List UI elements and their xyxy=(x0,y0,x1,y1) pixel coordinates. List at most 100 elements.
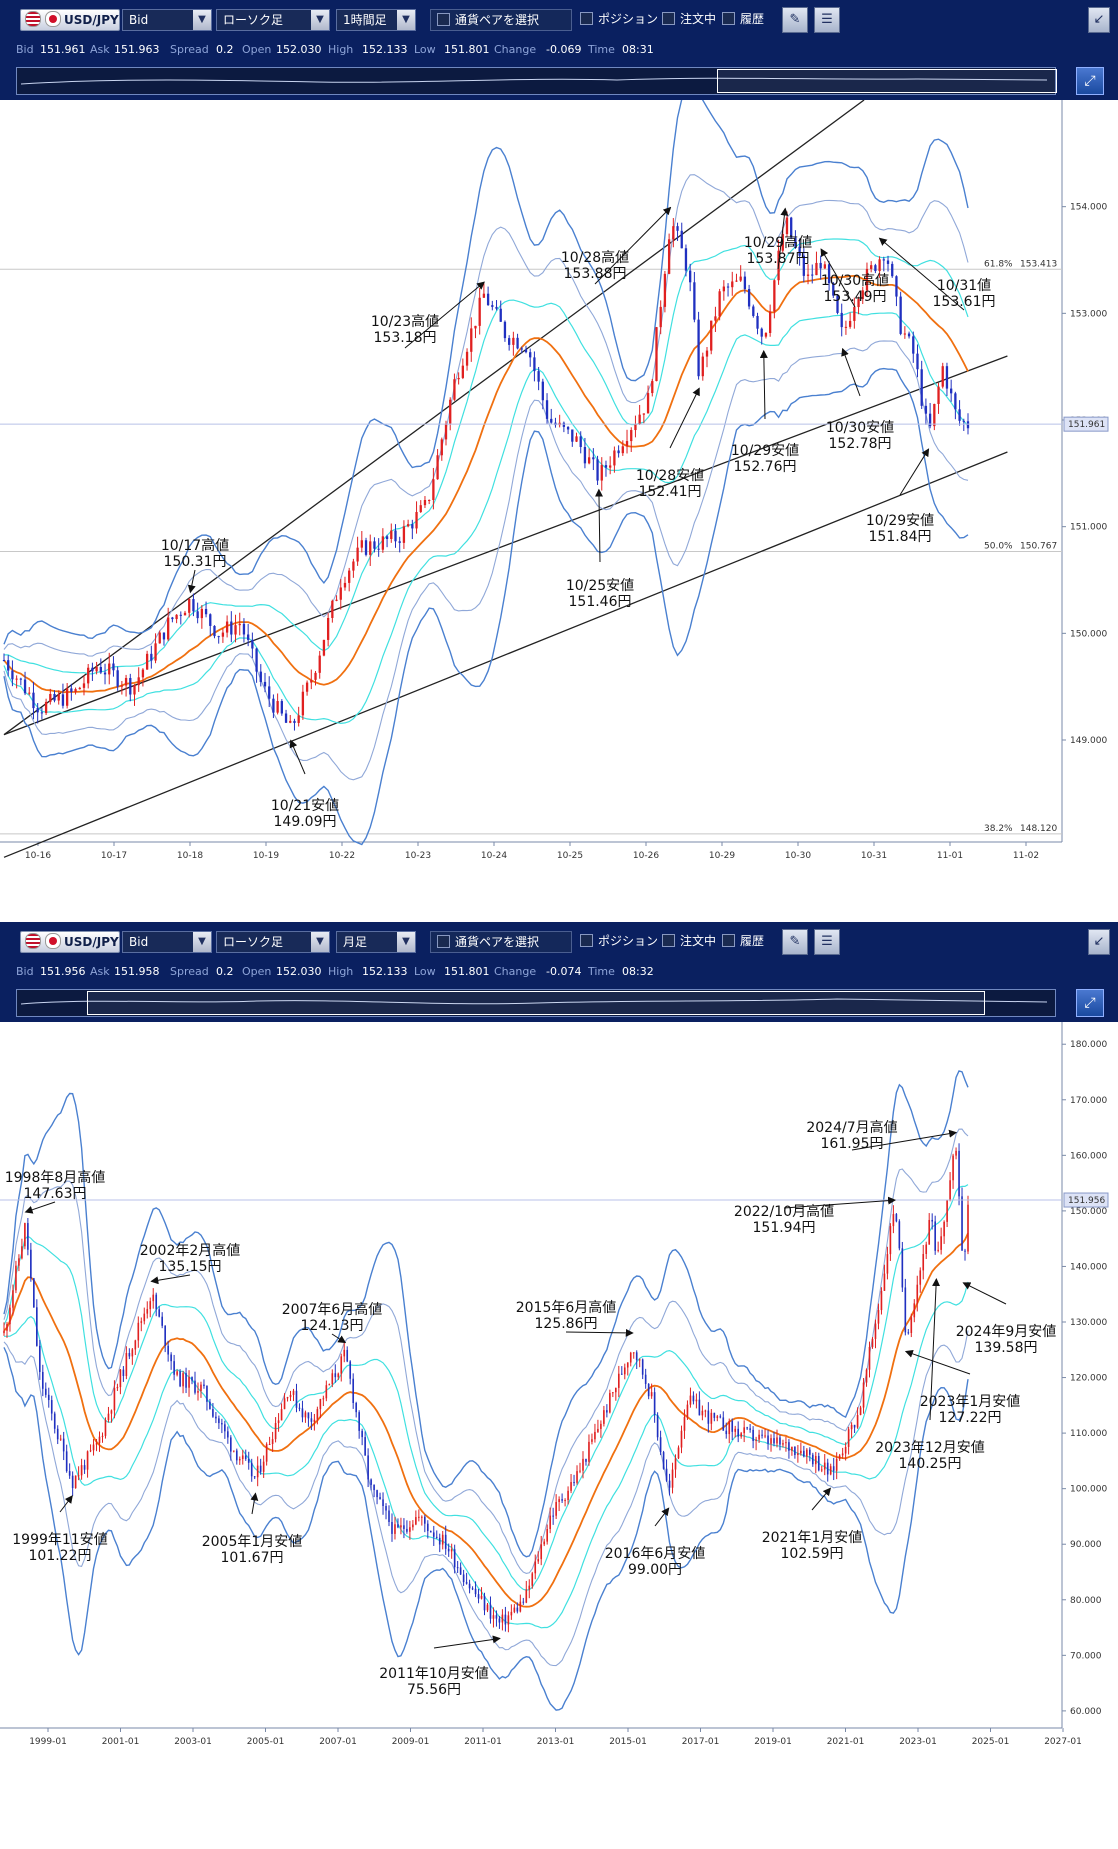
candle-body xyxy=(848,320,852,327)
candle-body xyxy=(798,246,801,256)
candle-body xyxy=(162,632,166,640)
candle-body xyxy=(352,561,355,571)
navigator-scroll[interactable] xyxy=(16,67,1057,95)
candle-body xyxy=(676,226,679,231)
orders-toggle[interactable]: 注文中 xyxy=(662,931,716,951)
y-tick-label: 60.000 xyxy=(1070,1707,1102,1717)
chart-settings-button[interactable]: ☰ xyxy=(814,7,840,33)
position-toggle[interactable]: ポジション xyxy=(580,9,658,29)
checkbox[interactable] xyxy=(437,935,450,948)
checkbox[interactable] xyxy=(722,12,735,25)
candle-body xyxy=(638,1359,641,1361)
navigator-window[interactable] xyxy=(87,991,985,1015)
candle-body xyxy=(277,1420,280,1424)
pair-select-toggle[interactable]: 通貨ペアを選択 xyxy=(430,931,572,953)
candle-body xyxy=(838,1455,841,1459)
position-toggle[interactable]: ポジション xyxy=(580,931,658,951)
checkbox[interactable] xyxy=(722,934,735,947)
candle-body xyxy=(280,701,283,714)
bollinger-band-line xyxy=(3,340,969,781)
candle-body xyxy=(809,1449,811,1455)
timeframe-select[interactable]: 月足 ▼ xyxy=(336,931,416,953)
current-price-tag xyxy=(1063,1192,1109,1208)
pair-select-toggle[interactable]: 通貨ペアを選択 xyxy=(430,9,572,31)
expand-icon: ⤢ xyxy=(1084,73,1096,89)
candle-body xyxy=(962,420,965,422)
candle-body xyxy=(704,1410,707,1412)
candle-body xyxy=(9,1307,11,1325)
candle-body xyxy=(650,1392,653,1397)
navigator-window[interactable] xyxy=(717,69,1057,93)
candle-body xyxy=(725,1430,728,1435)
candle-body xyxy=(946,1200,948,1222)
candle-body xyxy=(632,1352,635,1354)
candle-body xyxy=(950,388,953,394)
candle-body xyxy=(891,263,894,277)
candle-body xyxy=(103,672,107,675)
candle-body xyxy=(820,1469,823,1471)
candle-body xyxy=(133,685,136,695)
checkbox[interactable] xyxy=(437,13,450,26)
candle-body xyxy=(289,720,292,723)
candle-body xyxy=(579,1470,581,1472)
candle-body xyxy=(564,1500,566,1502)
candle-body xyxy=(895,1214,898,1222)
checkbox[interactable] xyxy=(580,934,593,947)
candle-body xyxy=(945,366,949,389)
annotation-value: 99.00円 xyxy=(628,1562,682,1578)
y-tick-label: 70.000 xyxy=(1070,1651,1102,1661)
candle-body xyxy=(877,1310,880,1324)
candle-body xyxy=(360,540,363,548)
checkbox[interactable] xyxy=(662,12,675,25)
candle-body xyxy=(170,1354,172,1362)
chart-type-select[interactable]: ローソク足 ▼ xyxy=(216,9,330,31)
zoom-button[interactable]: ⤢ xyxy=(1076,67,1104,95)
chart-tool-button[interactable]: ✎ xyxy=(782,929,808,955)
annotation-value: 153.49円 xyxy=(824,289,887,305)
ask-value: 151.963 xyxy=(114,43,160,56)
plot-background xyxy=(0,100,1118,920)
candle-body xyxy=(244,1455,247,1459)
annotation-value: 152.76円 xyxy=(734,459,797,475)
change-value: -0.074 xyxy=(546,965,582,978)
candle-body xyxy=(919,1270,922,1285)
candle-body xyxy=(250,1462,253,1477)
chart-tool-button[interactable]: ✎ xyxy=(782,7,808,33)
candle-body xyxy=(519,1601,522,1612)
monthly-candlestick-chart[interactable]: 180.000 170.000 160.000 150.000 140.000 130.0… xyxy=(0,1022,1118,1849)
orders-toggle[interactable]: 注文中 xyxy=(662,9,716,29)
candle-body xyxy=(832,1466,835,1471)
candle-body xyxy=(402,526,406,543)
navigator-scroll[interactable] xyxy=(16,989,1056,1017)
x-tick-label: 2019-01 xyxy=(754,1737,792,1747)
chart-type-select[interactable]: ローソク足 ▼ xyxy=(216,931,330,953)
collapse-button[interactable]: ↙ xyxy=(1088,7,1110,33)
annotation-arrow xyxy=(654,1507,670,1527)
x-tick-label: 10-16 xyxy=(25,851,51,861)
checkbox[interactable] xyxy=(580,12,593,25)
history-toggle[interactable]: 履歴 xyxy=(722,9,764,29)
currency-pair-button[interactable]: USD/JPY xyxy=(20,931,120,953)
checkbox[interactable] xyxy=(662,934,675,947)
candle-body xyxy=(428,499,431,501)
x-tick-label: 10-19 xyxy=(253,851,279,861)
candle-body xyxy=(840,312,843,328)
x-tick-label: 2003-01 xyxy=(174,1737,212,1747)
candle-body xyxy=(760,328,763,337)
hourly-candlestick-chart[interactable]: 154.000153.000152.000151.000150.000149.0… xyxy=(0,100,1118,920)
candle-body xyxy=(152,1294,155,1302)
history-toggle[interactable]: 履歴 xyxy=(722,931,764,951)
candle-body xyxy=(767,1435,769,1444)
candle-body xyxy=(731,1421,734,1432)
price-type-select[interactable]: Bid ▼ xyxy=(122,9,212,31)
candle-body xyxy=(567,1490,569,1501)
candle-body xyxy=(686,1404,689,1418)
trend-channel-line xyxy=(3,355,1008,736)
chart-settings-button[interactable]: ☰ xyxy=(814,929,840,955)
collapse-button[interactable]: ↙ xyxy=(1088,929,1110,955)
price-type-select[interactable]: Bid ▼ xyxy=(122,931,212,953)
timeframe-select[interactable]: 1時間足 ▼ xyxy=(336,9,416,31)
currency-pair-button[interactable]: USD/JPY xyxy=(20,9,120,31)
candle-body xyxy=(217,636,220,638)
zoom-button[interactable]: ⤢ xyxy=(1076,989,1104,1017)
